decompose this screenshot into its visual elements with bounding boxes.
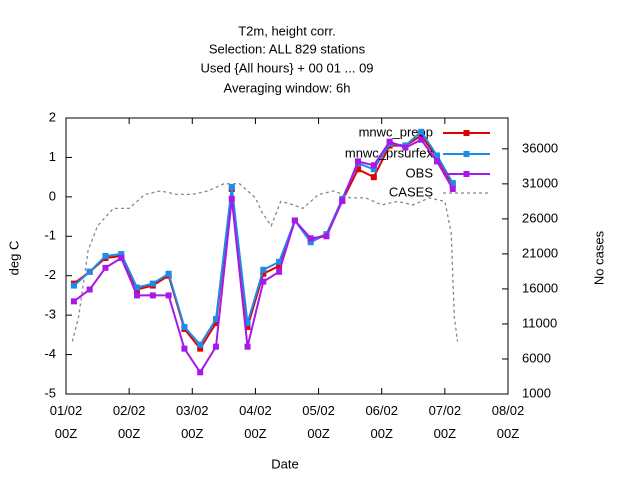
legend-label: OBS (406, 165, 434, 180)
marker (449, 185, 456, 192)
marker (386, 138, 393, 145)
series-line (73, 138, 454, 375)
marker (323, 233, 330, 240)
marker (307, 239, 314, 246)
y-tick-label: -5 (44, 385, 56, 400)
x-tick-label: 03/02 00Z (176, 403, 209, 441)
legend-marker (463, 171, 470, 177)
marker (276, 262, 283, 269)
x-tick-label: 07/02 00Z (429, 403, 462, 441)
marker (355, 158, 362, 165)
series-line (73, 134, 454, 351)
legend-label: CASES (389, 184, 433, 199)
marker (165, 292, 172, 299)
y2-tick-label: 26000 (522, 210, 558, 225)
marker (197, 369, 204, 376)
marker (339, 197, 346, 204)
marker (276, 268, 283, 275)
marker (149, 280, 156, 287)
y-tick-label: -2 (44, 267, 56, 282)
marker (402, 144, 409, 151)
marker (370, 162, 377, 169)
marker (228, 195, 235, 202)
marker (102, 264, 109, 271)
x-tick-label: 08/02 00Z (492, 403, 525, 441)
marker (118, 251, 125, 258)
marker (449, 180, 456, 187)
y2-tick-label: 1000 (522, 385, 551, 400)
y2-tick-label: 21000 (522, 245, 558, 260)
marker (134, 292, 141, 299)
series-line (71, 183, 459, 342)
title-line: Averaging window: 6h (224, 80, 351, 95)
marker (355, 166, 362, 173)
y-tick-label: 2 (49, 109, 56, 124)
y-tick-label: -3 (44, 307, 56, 322)
x-tick-label: 01/02 00Z (50, 403, 83, 441)
x-axis-label: Date (271, 456, 298, 471)
y2-tick-label: 11000 (522, 315, 557, 330)
y-tick-label: 1 (49, 149, 56, 164)
marker (276, 258, 283, 265)
legend-marker (463, 130, 470, 136)
marker (181, 345, 188, 352)
marker (291, 217, 298, 224)
x-tick-label: 04/02 00Z (239, 403, 272, 441)
marker (212, 320, 219, 327)
marker (418, 132, 425, 139)
y2-tick-label: 6000 (522, 350, 551, 365)
title-line: Selection: ALL 829 stations (209, 41, 366, 56)
y2-tick-label: 31000 (522, 175, 558, 190)
y-tick-label: -1 (44, 228, 56, 243)
plot-frame (65, 117, 509, 395)
series-line (73, 130, 454, 347)
y2-tick-label: 36000 (522, 140, 558, 155)
title-line: T2m, height corr. (238, 23, 336, 38)
x-tick-label: 06/02 00Z (365, 403, 398, 441)
marker (433, 158, 440, 165)
marker (244, 343, 251, 350)
y2-tick-label: 16000 (522, 280, 558, 295)
marker (370, 174, 377, 181)
marker (212, 316, 219, 323)
legend-label: mnwc_prsurfex (345, 145, 434, 160)
marker (418, 128, 425, 135)
marker (197, 341, 204, 348)
marker (244, 323, 251, 330)
legend-label: mnwc_preop (359, 124, 433, 139)
marker (418, 136, 425, 143)
marker (70, 282, 77, 289)
marker (134, 284, 141, 291)
y-tick-label: -4 (44, 346, 56, 361)
marker (149, 292, 156, 299)
marker (181, 323, 188, 330)
marker (307, 235, 314, 242)
y-axis-label: deg C (6, 241, 21, 276)
marker (86, 268, 93, 275)
marker (260, 278, 267, 285)
marker (370, 166, 377, 173)
y-tick-label: 0 (49, 188, 56, 203)
marker (118, 254, 125, 261)
marker (228, 184, 235, 190)
marker (212, 343, 219, 350)
x-tick-label: 05/02 00Z (302, 403, 335, 441)
x-tick-label: 02/02 00Z (113, 403, 146, 441)
title-line: Used {All hours} + 00 01 ... 09 (200, 60, 373, 75)
legend-marker (463, 151, 470, 157)
marker (70, 298, 77, 305)
marker (260, 266, 267, 273)
marker (197, 345, 204, 352)
marker (86, 286, 93, 293)
y2-axis-label: No cases (591, 230, 606, 285)
marker (260, 270, 267, 277)
marker (165, 270, 172, 277)
marker (102, 253, 109, 259)
marker (244, 320, 251, 327)
marker (433, 152, 440, 159)
